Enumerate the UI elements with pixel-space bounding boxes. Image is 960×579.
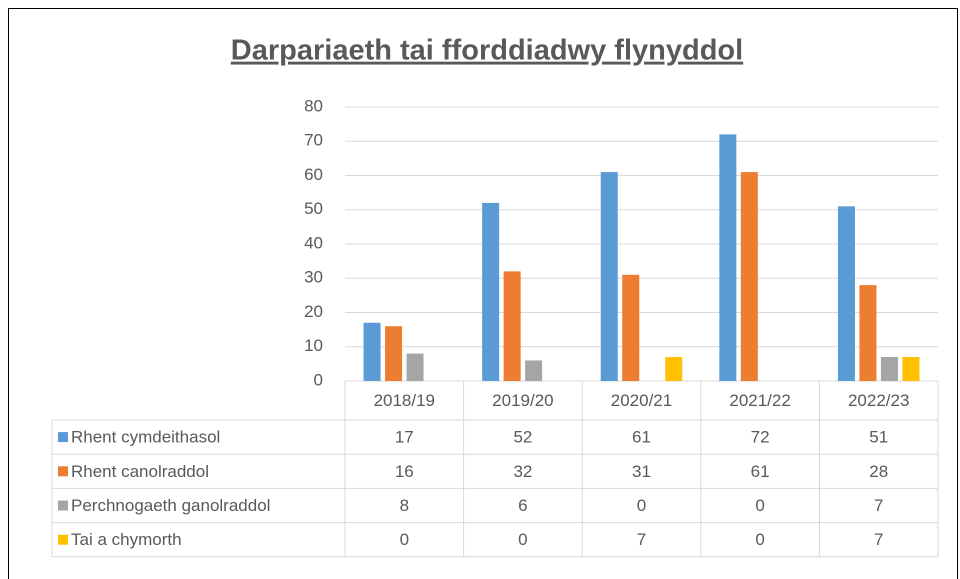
legend-swatch <box>58 432 68 443</box>
legend-swatch <box>58 534 68 545</box>
table-value: 16 <box>395 462 414 481</box>
x-tick-label: 2020/21 <box>611 391 672 410</box>
y-tick-label: 60 <box>304 165 323 184</box>
bar <box>740 172 758 381</box>
bar <box>385 326 403 381</box>
table-value: 8 <box>400 496 409 515</box>
table-value: 28 <box>869 462 888 481</box>
y-tick-label: 70 <box>304 131 323 150</box>
bar <box>880 357 898 381</box>
table-value: 61 <box>632 428 651 447</box>
x-tick-label: 2021/22 <box>729 391 790 410</box>
chart-title: Darpariaeth tai fforddiadwy flynyddol <box>231 35 743 67</box>
bar <box>525 360 543 381</box>
legend-swatch <box>58 500 68 511</box>
table-value: 0 <box>755 530 764 549</box>
legend-label: Tai a chymorth <box>71 530 182 549</box>
y-tick-label: 0 <box>314 370 323 389</box>
bar <box>902 357 920 381</box>
table-value: 52 <box>513 428 532 447</box>
bar <box>622 274 640 381</box>
y-tick-label: 80 <box>304 96 323 115</box>
table-value: 0 <box>755 496 764 515</box>
table-value: 7 <box>874 496 883 515</box>
legend-label: Rhent canolraddol <box>71 462 209 481</box>
bar <box>665 357 683 381</box>
table-value: 0 <box>637 496 646 515</box>
table-value: 72 <box>751 428 770 447</box>
table-value: 31 <box>632 462 651 481</box>
legend-label: Perchnogaeth ganolraddol <box>71 496 270 515</box>
bar <box>406 353 424 381</box>
y-tick-label: 30 <box>304 268 323 287</box>
table-value: 7 <box>637 530 646 549</box>
table-value: 0 <box>518 530 527 549</box>
y-tick-label: 50 <box>304 199 323 218</box>
y-tick-label: 10 <box>304 336 323 355</box>
bar <box>600 172 618 381</box>
y-tick-label: 20 <box>304 302 323 321</box>
x-tick-label: 2019/20 <box>492 391 553 410</box>
legend-swatch <box>58 466 68 477</box>
table-value: 0 <box>400 530 409 549</box>
x-tick-label: 2022/23 <box>848 391 909 410</box>
table-value: 51 <box>869 428 888 447</box>
table-value: 17 <box>395 428 414 447</box>
bar <box>363 322 381 381</box>
bar <box>837 206 855 381</box>
bar <box>859 285 877 381</box>
x-tick-label: 2018/19 <box>374 391 435 410</box>
bar <box>719 134 737 381</box>
table-value: 61 <box>751 462 770 481</box>
table-value: 7 <box>874 530 883 549</box>
table-value: 6 <box>518 496 527 515</box>
chart-frame <box>8 8 958 579</box>
y-tick-label: 40 <box>304 233 323 252</box>
bar <box>503 271 521 381</box>
table-value: 32 <box>513 462 532 481</box>
bar <box>482 202 500 381</box>
legend-label: Rhent cymdeithasol <box>71 428 220 447</box>
